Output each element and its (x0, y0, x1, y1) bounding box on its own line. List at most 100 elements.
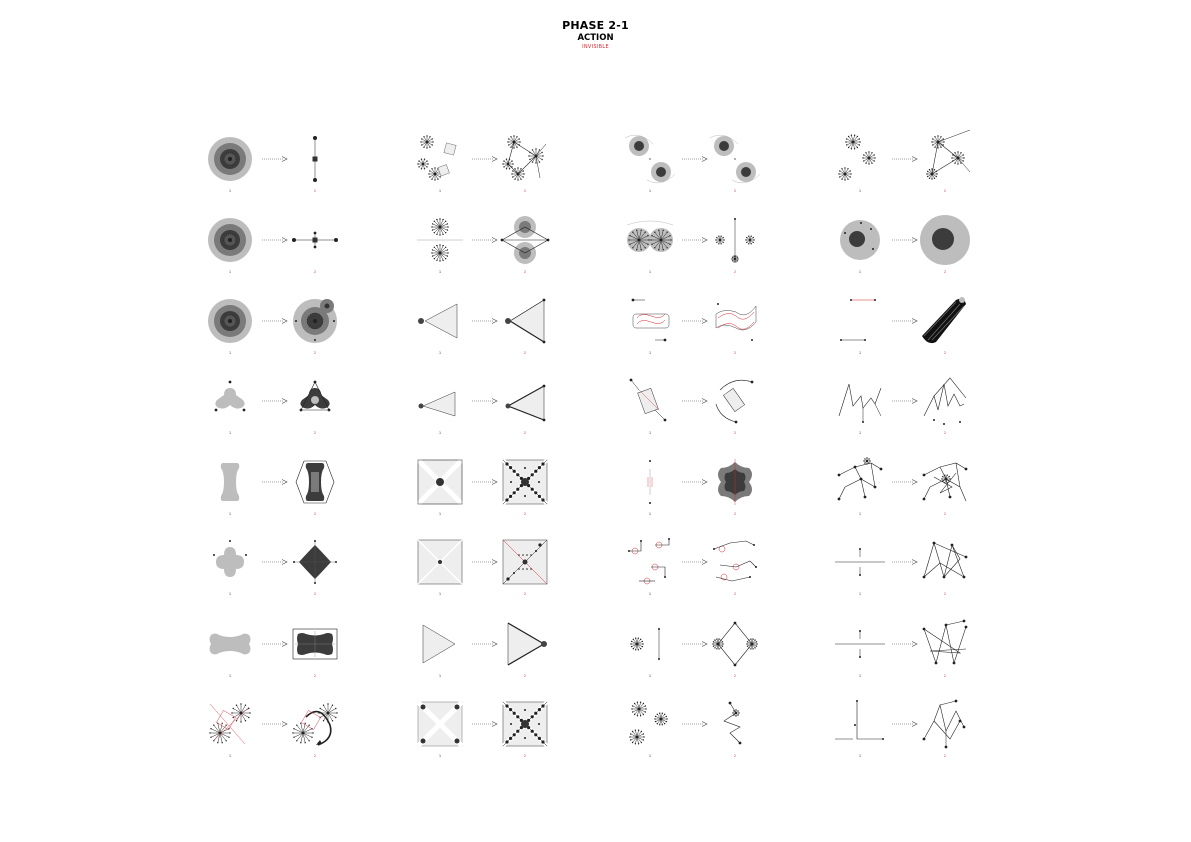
before-label: 1 (835, 189, 885, 193)
before-number: 1 (858, 431, 862, 435)
after-diagram (299, 380, 331, 412)
after-diagram (723, 701, 742, 745)
arrow-icon (472, 559, 498, 565)
after-number: 2 (943, 189, 947, 193)
before-diagram (417, 135, 457, 181)
before-number: 1 (228, 270, 232, 274)
before-diagram (647, 460, 653, 504)
before-number: 1 (438, 512, 442, 516)
before-label: 1 (205, 189, 255, 193)
after-number: 2 (943, 270, 947, 274)
before-diagram (835, 548, 885, 576)
arrow-icon (892, 237, 918, 243)
before-diagram (208, 137, 252, 181)
before-label: 1 (625, 674, 675, 678)
after-diagram (922, 619, 968, 665)
after-label: 2 (500, 754, 550, 758)
before-diagram (417, 539, 463, 585)
before-label: 1 (415, 189, 465, 193)
before-label: 1 (625, 754, 675, 758)
arrow-icon (472, 641, 498, 647)
before-label: 1 (415, 754, 465, 758)
before-label: 1 (205, 351, 255, 355)
after-label: 2 (500, 431, 550, 435)
before-label: 1 (835, 431, 885, 435)
arrow-icon (682, 156, 708, 162)
before-diagram (629, 701, 668, 745)
after-number: 2 (523, 431, 527, 435)
arrow-icon (682, 398, 708, 404)
after-diagram (292, 703, 338, 746)
after-diagram (713, 540, 757, 582)
before-diagram (629, 378, 667, 422)
arrow-icon (472, 318, 498, 324)
after-label: 2 (710, 270, 760, 274)
before-number: 1 (858, 754, 862, 758)
before-label: 1 (415, 512, 465, 516)
before-label: 1 (415, 674, 465, 678)
before-number: 1 (858, 351, 862, 355)
after-number: 2 (313, 512, 317, 516)
after-diagram (505, 384, 546, 422)
after-diagram (715, 218, 755, 263)
before-label: 1 (625, 270, 675, 274)
after-label: 2 (920, 270, 970, 274)
before-number: 1 (858, 270, 862, 274)
before-diagram (628, 538, 670, 585)
after-label: 2 (920, 431, 970, 435)
after-number: 2 (523, 351, 527, 355)
after-diagram (922, 699, 966, 749)
before-number: 1 (228, 674, 232, 678)
after-diagram (715, 303, 757, 341)
before-diagram (838, 134, 876, 181)
after-diagram (926, 129, 971, 180)
arrow-icon (682, 318, 708, 324)
before-number: 1 (228, 512, 232, 516)
after-diagram (295, 460, 335, 504)
after-diagram (715, 379, 754, 424)
arrow-icon (892, 156, 918, 162)
arrow-icon (262, 641, 288, 647)
after-label: 2 (710, 754, 760, 758)
before-label: 1 (205, 754, 255, 758)
arrow-icon (892, 398, 918, 404)
page-title: PHASE 2-1 (562, 19, 629, 32)
after-number: 2 (733, 674, 737, 678)
before-number: 1 (858, 512, 862, 516)
after-diagram (922, 541, 968, 579)
before-diagram (840, 299, 876, 341)
after-diagram (920, 215, 970, 265)
before-diagram (840, 220, 880, 260)
before-diagram (418, 303, 458, 339)
after-label: 2 (290, 431, 340, 435)
after-label: 2 (920, 512, 970, 516)
arrow-icon (892, 479, 918, 485)
after-label: 2 (920, 592, 970, 596)
before-number: 1 (228, 592, 232, 596)
before-label: 1 (835, 674, 885, 678)
after-number: 2 (943, 754, 947, 758)
before-number: 1 (438, 754, 442, 758)
after-number: 2 (733, 754, 737, 758)
arrow-icon (262, 398, 288, 404)
arrow-icon (262, 318, 288, 324)
after-number: 2 (733, 592, 737, 596)
after-diagram (312, 136, 318, 182)
arrow-icon (892, 318, 918, 324)
after-number: 2 (523, 754, 527, 758)
before-diagram (213, 540, 247, 577)
before-label: 1 (625, 351, 675, 355)
